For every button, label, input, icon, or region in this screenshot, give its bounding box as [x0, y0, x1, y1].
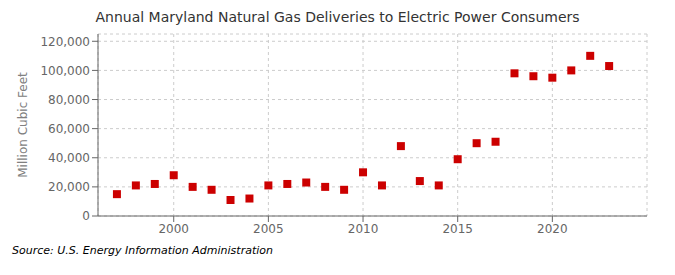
html-text:Annual Maryland Natural Gas De: Annual Maryland Natural Gas Deliveries t…: [95, 9, 580, 25]
svg-text:2005: 2005: [253, 222, 284, 236]
svg-text:2000: 2000: [158, 222, 189, 236]
svg-text:40,000: 40,000: [48, 151, 90, 165]
svg-text:100,000: 100,000: [40, 64, 90, 78]
svg-text:2010: 2010: [348, 222, 379, 236]
svg-text:2020: 2020: [537, 222, 568, 236]
svg-text:80,000: 80,000: [48, 93, 90, 107]
html-text:Source: U.S. Energy Informatio: Source: U.S. Energy Information Administ…: [12, 244, 273, 257]
svg-text:Million Cubic Feet: Million Cubic Feet: [16, 72, 30, 178]
svg-text:60,000: 60,000: [48, 122, 90, 136]
svg-text:0: 0: [82, 209, 90, 223]
svg-text:2015: 2015: [442, 222, 473, 236]
svg-text:120,000: 120,000: [40, 35, 90, 49]
svg-text:20,000: 20,000: [48, 180, 90, 194]
